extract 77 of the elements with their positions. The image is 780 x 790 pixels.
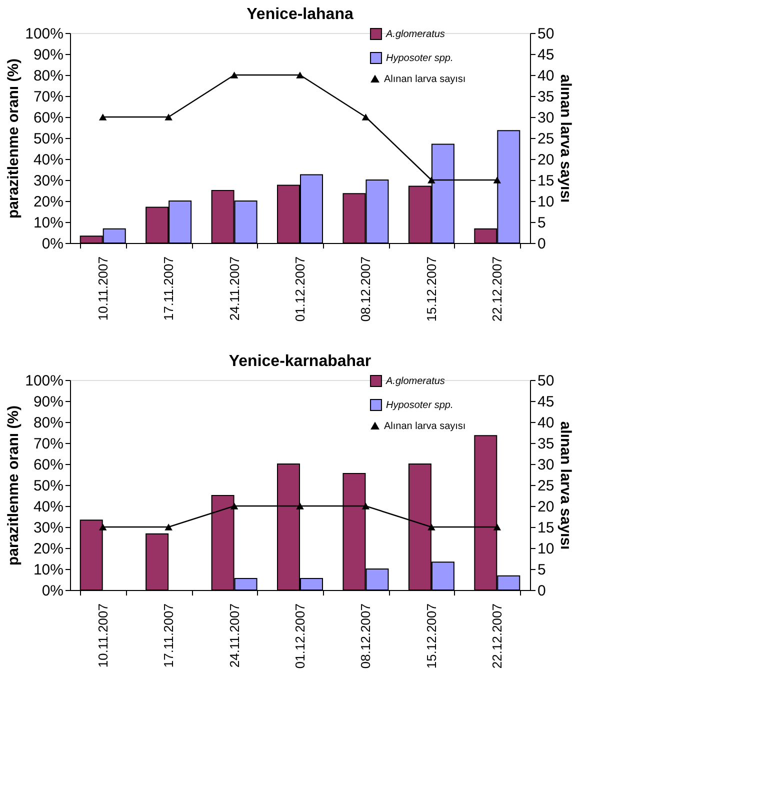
chart-title: Yenice-karnabahar [228, 353, 372, 370]
y2-tick-label: 35 [538, 88, 554, 106]
legend-label: Alınan larva sayısı [384, 421, 466, 432]
y2-tick-label: 5 [538, 562, 546, 578]
y-tick-label: 10% [33, 214, 64, 232]
y2-tick-label: 40 [538, 414, 554, 432]
legend-label: Hyposoter spp. [386, 53, 454, 64]
y-tick-label: 10% [33, 562, 64, 578]
y-tick-label: 30% [33, 172, 64, 190]
y-tick-label: 50% [33, 130, 64, 148]
y-tick-label: 30% [33, 520, 64, 536]
y-tick-label: 40% [33, 498, 64, 516]
y-tick-label: 100% [25, 372, 64, 390]
y-tick-label: 80% [33, 414, 64, 432]
y2-tick-label: 50 [538, 26, 554, 42]
legend-label: A.glomeratus [385, 376, 445, 387]
y-tick-label: 60% [33, 110, 64, 126]
legend-label: Alınan larva sayısı [384, 74, 466, 85]
y2-tick-label: 15 [538, 520, 554, 536]
x-tick-label: 10.11.2007 [95, 256, 110, 321]
y2-tick-label: 20 [538, 152, 554, 168]
y2-axis-title: alınan larva sayısı [557, 74, 574, 203]
y2-tick-label: 20 [538, 498, 554, 516]
y2-axis-title: alınan larva sayısı [557, 421, 574, 550]
y-tick-label: 0% [42, 236, 64, 252]
x-tick-label: 15.12.2007 [424, 256, 439, 322]
y2-tick-label: 50 [538, 372, 554, 390]
x-tick-label: 01.12.2007 [292, 604, 308, 669]
x-tick-label: 22.12.2007 [490, 604, 505, 669]
y2-tick-label: 10 [538, 540, 554, 558]
legend-label: Hyposoter spp. [386, 400, 454, 411]
y2-tick-label: 30 [538, 456, 554, 474]
y-tick-label: 100% [25, 26, 64, 42]
point [98, 114, 107, 120]
x-tick-label: 10.11.2007 [95, 604, 110, 668]
x-tick-label: 15.12.2007 [424, 604, 439, 669]
y2-tick-label: 10 [538, 194, 554, 210]
y2-tick-label: 45 [538, 394, 554, 410]
y-tick-label: 20% [33, 540, 64, 558]
y2-tick-label: 45 [538, 46, 554, 64]
y-tick-label: 70% [33, 88, 64, 106]
y-tick-label: 80% [33, 68, 64, 84]
x-tick-label: 22.12.2007 [490, 256, 505, 322]
y-tick-label: 70% [33, 436, 64, 452]
y-tick-label: 0% [42, 582, 64, 600]
y2-tick-label: 25 [538, 130, 554, 148]
point [230, 72, 238, 78]
x-tick-label: 17.11.2007 [161, 604, 176, 668]
y2-tick-label: 15 [538, 172, 554, 190]
y2-tick-label: 5 [538, 214, 546, 232]
point [296, 72, 304, 78]
y2-tick-label: 0 [538, 582, 546, 600]
y-axis-title: parazitlenme oranı (%) [5, 58, 22, 219]
y2-tick-label: 30 [538, 110, 554, 126]
y2-tick-label: 35 [538, 436, 554, 452]
y-tick-label: 50% [33, 478, 64, 494]
point [493, 176, 502, 184]
y-tick-label: 20% [33, 194, 64, 210]
y-tick-label: 90% [33, 46, 64, 64]
y-tick-label: 40% [33, 152, 64, 168]
legend-label: A.glomeratus [385, 29, 445, 40]
chart-title: Yenice-lahana [246, 6, 354, 23]
x-tick-label: 24.11.2007 [226, 604, 242, 668]
point [164, 114, 172, 120]
y-axis-title: parazitlenme oranı (%) [5, 405, 22, 566]
x-tick-label: 24.11.2007 [226, 256, 242, 321]
x-tick-label: 08.12.2007 [358, 256, 374, 322]
y2-tick-label: 25 [538, 478, 554, 494]
y-tick-label: 60% [33, 456, 64, 474]
y-tick-label: 90% [33, 394, 64, 410]
point [362, 114, 370, 120]
x-tick-label: 17.11.2007 [161, 256, 176, 321]
point [428, 176, 436, 184]
x-tick-label: 08.12.2007 [358, 604, 374, 669]
y2-tick-label: 40 [538, 68, 554, 84]
x-tick-label: 01.12.2007 [292, 256, 308, 322]
y2-tick-label: 0 [538, 236, 546, 252]
